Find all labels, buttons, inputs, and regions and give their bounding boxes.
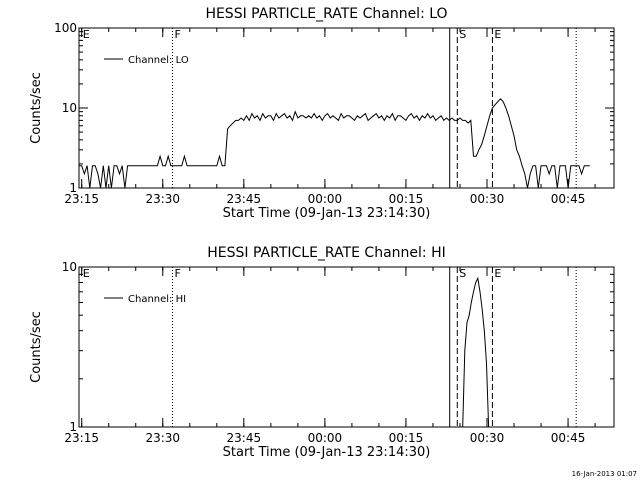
x-tick-label: 00:30 — [470, 431, 505, 445]
y-axis-label: Counts/sec — [29, 72, 44, 144]
x-tick-label: 00:15 — [389, 192, 424, 206]
x-tick-label: 00:00 — [308, 431, 343, 445]
marker-label: E — [494, 267, 501, 280]
footer-timestamp: 16-Jan-2013 01:07 — [572, 470, 637, 478]
lo-channel-panel: HESSI PARTICLE_RATE Channel: LO 1 10 100 Cou… — [29, 6, 615, 221]
chart-title: HESSI PARTICLE_RATE Channel: HI — [207, 245, 445, 261]
marker-label: F — [174, 28, 180, 41]
marker-label: E — [494, 28, 501, 41]
y-axis-label: Counts/sec — [29, 311, 44, 383]
x-tick-label: 00:00 — [308, 192, 343, 206]
legend-label: Channel: HI — [128, 294, 186, 305]
y-tick-label: 1 — [69, 181, 77, 195]
chart-title: HESSI PARTICLE_RATE Channel: LO — [205, 6, 447, 22]
y-tick-label: 10 — [62, 101, 77, 115]
x-tick-label: 23:15 — [64, 431, 99, 445]
x-tick-label: 00:15 — [389, 431, 424, 445]
hi-channel-panel: HESSI PARTICLE_RATE Channel: HI 1 10 Counts… — [29, 245, 615, 460]
marker-label: S — [459, 267, 466, 280]
x-tick-label: 23:15 — [64, 192, 99, 206]
x-tick-label: 00:30 — [470, 192, 505, 206]
y-tick-label: 10 — [62, 260, 77, 274]
plot-frame — [78, 27, 615, 189]
legend-label: Channel: LO — [128, 55, 189, 66]
x-tick-label: 23:30 — [145, 431, 180, 445]
marker-label: F — [174, 267, 180, 280]
x-tick-label: 23:30 — [145, 192, 180, 206]
y-tick-label: 100 — [54, 21, 77, 35]
series-line — [79, 98, 590, 189]
y-tick-label: 1 — [69, 420, 77, 434]
plot-frame — [78, 266, 615, 428]
edge-label: E — [83, 28, 90, 41]
x-tick-label: 00:45 — [551, 192, 586, 206]
x-axis-label: Start Time (09-Jan-13 23:14:30) — [223, 445, 431, 460]
x-tick-label: 00:45 — [551, 431, 586, 445]
series-line — [462, 276, 490, 428]
x-tick-label: 23:45 — [227, 431, 262, 445]
x-tick-label: 23:45 — [227, 192, 262, 206]
edge-label: E — [83, 267, 90, 280]
marker-label: S — [459, 28, 466, 41]
x-axis-label: Start Time (09-Jan-13 23:14:30) — [223, 206, 431, 221]
